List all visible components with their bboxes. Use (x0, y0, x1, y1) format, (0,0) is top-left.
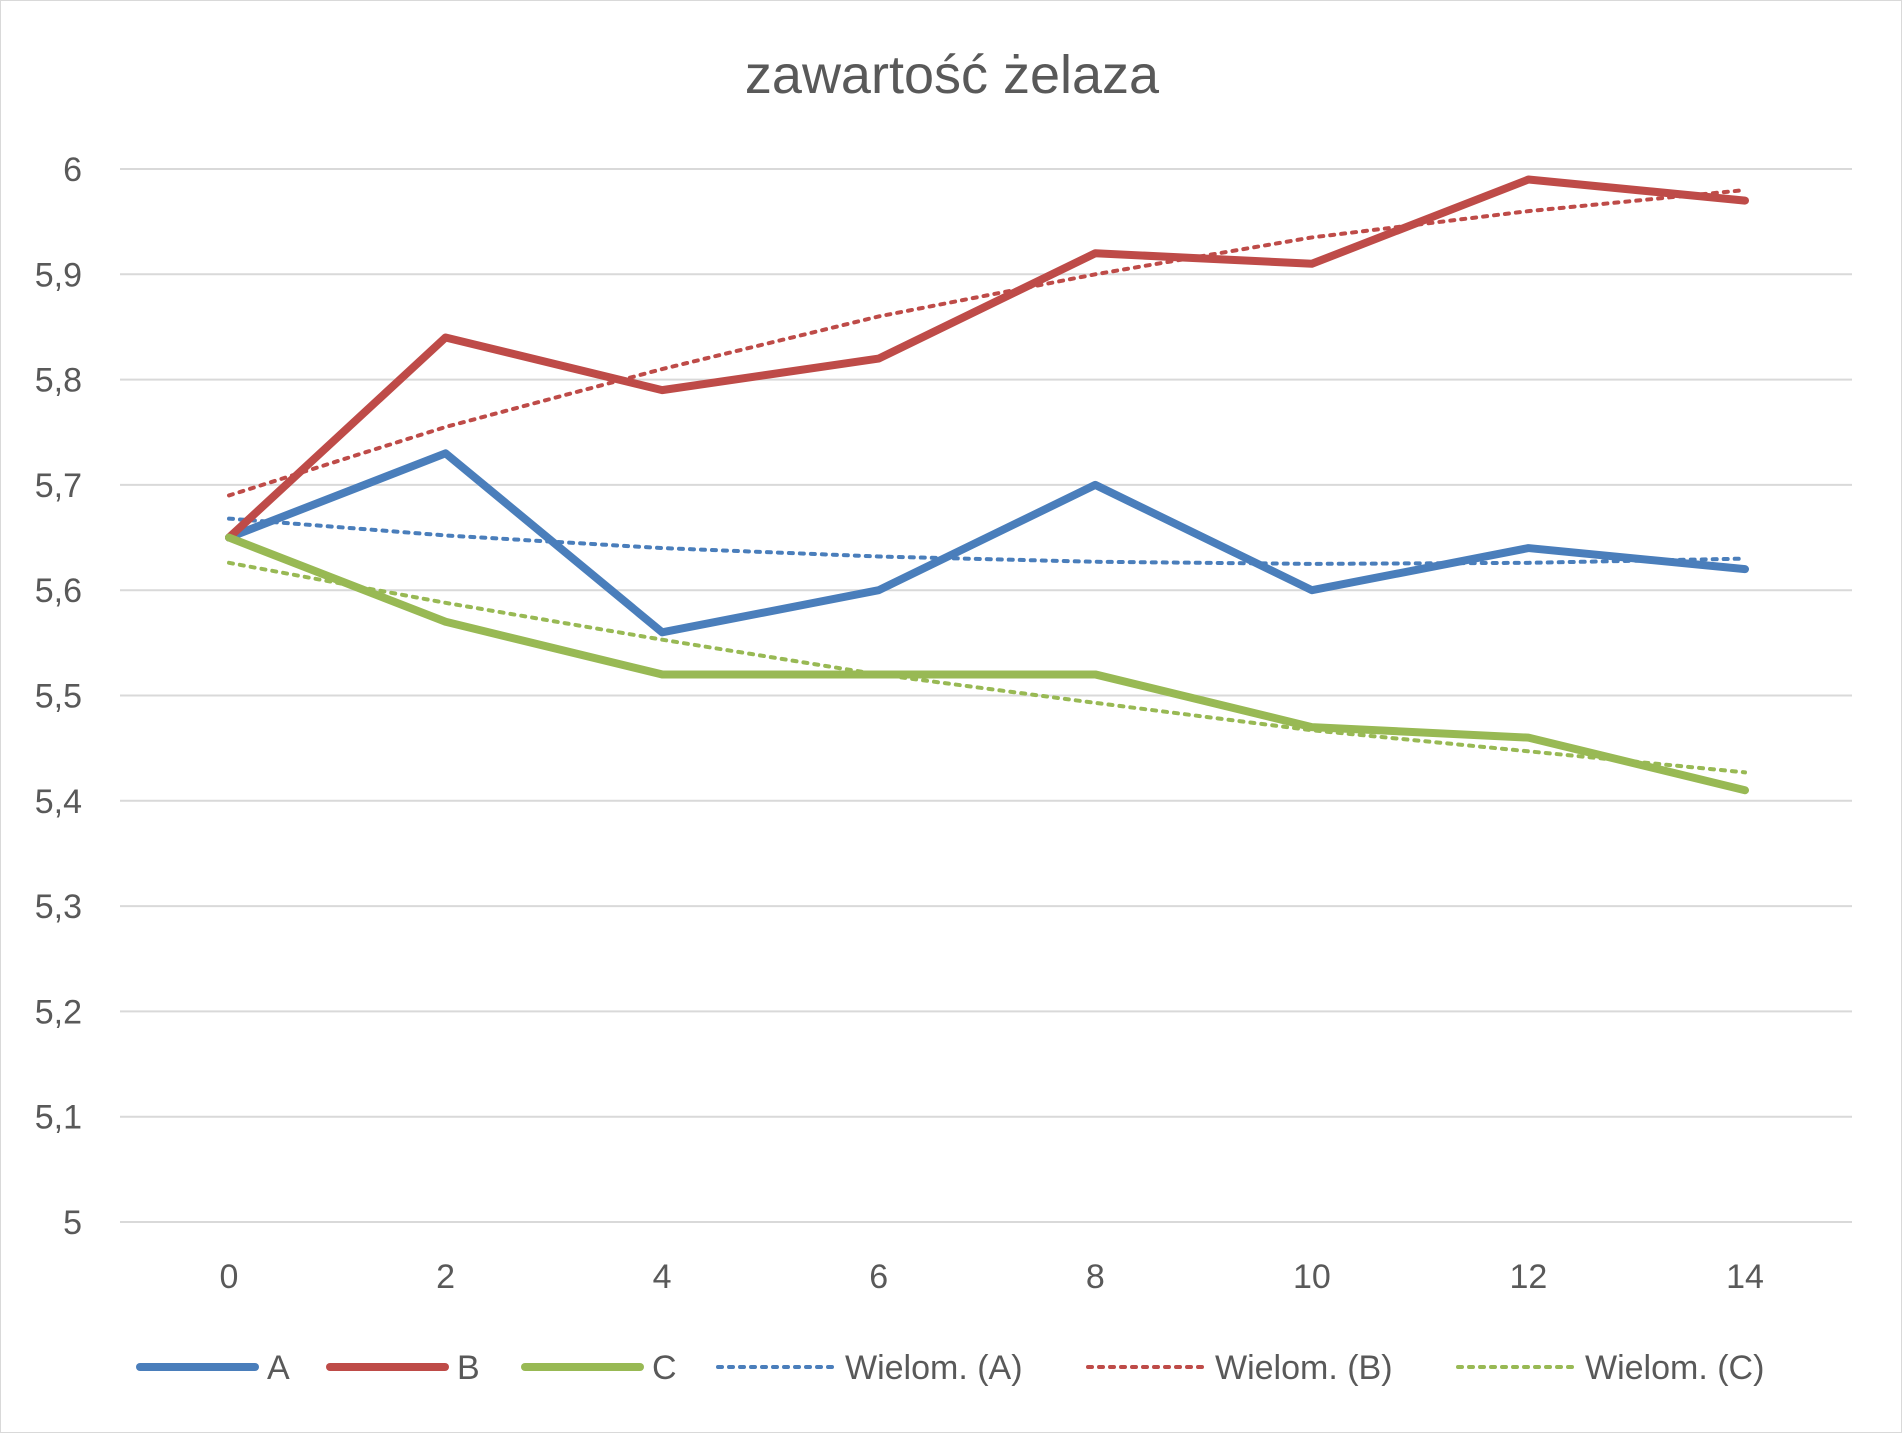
x-tick-label: 4 (653, 1258, 672, 1296)
data-point-b (1527, 179, 1529, 181)
data-point-a (1744, 568, 1746, 570)
x-tick-label: 0 (220, 1258, 239, 1296)
legend-label: B (457, 1349, 480, 1387)
chart-title: zawartość żelaza (744, 45, 1160, 105)
data-point-c (445, 621, 447, 623)
y-tick-label: 5,1 (35, 1099, 82, 1137)
data-point-a (661, 631, 663, 633)
data-point-b (1094, 252, 1096, 254)
y-tick-label: 5,9 (35, 256, 82, 294)
data-point-c (1744, 789, 1746, 791)
data-point-c (1094, 673, 1096, 675)
y-tick-label: 5,8 (35, 362, 82, 400)
y-tick-label: 5,4 (35, 783, 82, 821)
legend-label: Wielom. (C) (1585, 1349, 1764, 1387)
data-point-c (1311, 726, 1313, 728)
data-series (225, 175, 1749, 795)
series-line-a (225, 449, 1749, 637)
legend-label: Wielom. (A) (845, 1349, 1023, 1387)
data-point-b (1744, 200, 1746, 202)
y-tick-label: 5,5 (35, 678, 82, 716)
series-line-b (225, 175, 1749, 542)
data-point-b (878, 358, 880, 360)
trendlines (227, 188, 1747, 775)
data-point-b (445, 336, 447, 338)
x-tick-label: 2 (436, 1258, 455, 1296)
y-tick-label: 5,7 (35, 467, 82, 505)
y-tick-label: 5 (63, 1204, 82, 1242)
x-tick-label: 12 (1510, 1258, 1548, 1296)
data-point-b (661, 389, 663, 391)
data-point-b (1311, 263, 1313, 265)
y-tick-label: 5,3 (35, 888, 82, 926)
trendline-wielom-b (227, 188, 1747, 498)
x-axis-tick-labels: 0 2 4 6 8 10 12 14 (220, 1258, 1764, 1296)
data-point-a (1527, 547, 1529, 549)
data-point-c (661, 673, 663, 675)
y-tick-label: 6 (63, 151, 82, 189)
x-tick-label: 6 (869, 1258, 888, 1296)
legend-label: A (267, 1349, 290, 1387)
trendline-wielom-c (227, 560, 1747, 775)
data-point-a (1311, 589, 1313, 591)
data-point-c (1527, 737, 1529, 739)
y-axis-tick-labels: 5 5,1 5,2 5,3 5,4 5,5 5,6 5,7 5,8 5,9 6 (35, 151, 82, 1242)
gridlines (120, 168, 1852, 1223)
series-line-c (225, 533, 1749, 795)
data-point-a (445, 452, 447, 454)
y-tick-label: 5,6 (35, 572, 82, 610)
data-point-a (878, 589, 880, 591)
trendline-wielom-a (227, 516, 1747, 566)
data-point-c (878, 673, 880, 675)
x-tick-label: 10 (1293, 1258, 1331, 1296)
data-point-c (228, 537, 230, 539)
y-tick-label: 5,2 (35, 993, 82, 1031)
x-tick-label: 14 (1726, 1258, 1764, 1296)
legend-label: Wielom. (B) (1215, 1349, 1393, 1387)
legend-label: C (652, 1349, 677, 1387)
legend: A B C Wielom. (A) Wielom. (B) Wielom. (C) (136, 1349, 1764, 1387)
x-tick-label: 8 (1086, 1258, 1105, 1296)
data-point-a (1094, 484, 1096, 486)
